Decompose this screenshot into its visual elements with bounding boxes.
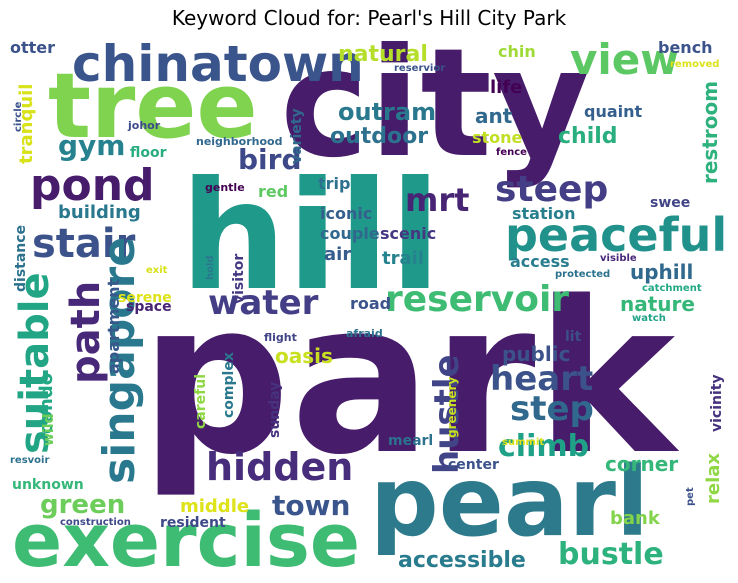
word-water: water — [208, 283, 319, 323]
word-trail: trail — [382, 248, 424, 269]
word-otter: otter — [10, 38, 56, 57]
word-red: red — [258, 182, 289, 201]
word-park: park — [140, 256, 676, 501]
word-corner: corner — [605, 452, 679, 476]
word-outram: outram — [338, 98, 437, 126]
word-fence: fence — [496, 147, 527, 158]
word-reservoir: reservoir — [385, 279, 570, 320]
word-afraid: afraid — [346, 327, 383, 340]
word-steep: steep — [495, 169, 609, 210]
word-quaint: quaint — [584, 102, 643, 121]
word-gym: gym — [58, 129, 126, 162]
word-complex: complex — [221, 352, 237, 418]
word-exercise: exercise — [12, 498, 361, 576]
word-station: station — [512, 204, 576, 223]
word-heart: heart — [490, 359, 594, 399]
word-construction: construction — [60, 517, 131, 528]
word-access: access — [510, 252, 570, 271]
word-scenic: scenic — [380, 224, 437, 243]
word-space: space — [126, 299, 172, 315]
word-pearl: pearl — [370, 446, 649, 558]
word-natural: natural — [338, 42, 428, 67]
word-view: view — [570, 35, 680, 84]
word-floor: floor — [130, 145, 167, 161]
word-variety: variety — [289, 108, 305, 164]
word-mearl: mearl — [388, 433, 434, 449]
word-public: public — [502, 342, 571, 366]
word-bench: bench — [658, 38, 713, 57]
word-iconic: iconic — [320, 204, 373, 223]
word-careful: careful — [193, 373, 209, 429]
word-city: city — [280, 34, 590, 191]
word-stair: stair — [32, 221, 136, 267]
word-serene: serene — [118, 290, 172, 306]
word-town: town — [272, 489, 351, 522]
word-reservior: reservior — [394, 63, 446, 74]
word-cloud: park city hill tree pearl exercise chinatown vi… — [10, 34, 730, 576]
word-oasis: oasis — [275, 344, 333, 368]
word-restroom: restroom — [698, 80, 722, 184]
word-resvoir: resvoir — [10, 455, 50, 466]
word-vicinity: vicinity — [709, 374, 725, 432]
word-center: center — [448, 457, 499, 473]
word-building: building — [58, 202, 141, 223]
word-resident: resident — [160, 515, 226, 531]
word-nature: nature — [620, 292, 695, 316]
word-air: air — [324, 244, 352, 265]
word-tree: tree — [48, 54, 258, 159]
word-chinatown: chinatown — [72, 35, 364, 93]
word-green: green — [40, 490, 126, 520]
word-pond: pond — [30, 160, 155, 211]
word-visitor: visitor — [231, 253, 247, 304]
word-hill: hill — [180, 150, 442, 324]
word-johor: johor — [128, 119, 161, 132]
word-hidden: hidden — [206, 445, 354, 489]
word-circle: circle — [13, 101, 24, 132]
word-watch: watch — [632, 313, 666, 324]
word-sunday: sunday — [267, 381, 283, 438]
word-protected: protected — [555, 269, 611, 280]
word-uphill: uphill — [630, 260, 694, 284]
chart-title: Keyword Cloud for: Pearl's Hill City Par… — [171, 6, 567, 30]
word-pet: pet — [685, 487, 696, 506]
word-outdoor: outdoor — [330, 124, 429, 149]
word-couple: couple — [320, 224, 380, 243]
word-bird: bird — [238, 143, 302, 176]
word-exit: exit — [146, 265, 168, 276]
word-hold: hold — [205, 255, 216, 280]
word-climb: climb — [498, 429, 590, 464]
word-neighborhood: neighborhood — [196, 135, 283, 148]
word-life: life — [490, 77, 523, 98]
word-step: step — [510, 389, 594, 429]
word-unknown: unknown — [12, 477, 84, 493]
word-bustle: bustle — [558, 537, 664, 572]
word-catchment: catchment — [642, 283, 702, 294]
word-visible: visible — [600, 253, 637, 264]
word-mrt: mrt — [405, 181, 470, 219]
word-gentle: gentle — [205, 181, 245, 194]
word-flight: flight — [264, 331, 297, 344]
word-child: child — [558, 124, 618, 149]
word-peaceful: peaceful — [505, 208, 728, 262]
word-distance: distance — [13, 224, 29, 292]
word-bank: bank — [610, 508, 660, 529]
word-chin: chin — [498, 42, 536, 61]
word-ant: ant — [475, 104, 513, 128]
word-summit: summit — [502, 437, 545, 448]
word-accessible: accessible — [398, 548, 526, 573]
word-middle: middle — [180, 496, 250, 517]
word-greenery: greenery — [445, 376, 459, 438]
word-wild: wild — [41, 413, 57, 446]
word-stone: stone — [472, 128, 523, 147]
word-road: road — [350, 294, 392, 313]
word-lit: lit — [565, 329, 582, 345]
word-relax: relax — [703, 452, 724, 504]
word-removed: removed — [670, 59, 720, 70]
word-swee: swee — [650, 195, 691, 211]
word-trip: trip — [318, 174, 351, 193]
